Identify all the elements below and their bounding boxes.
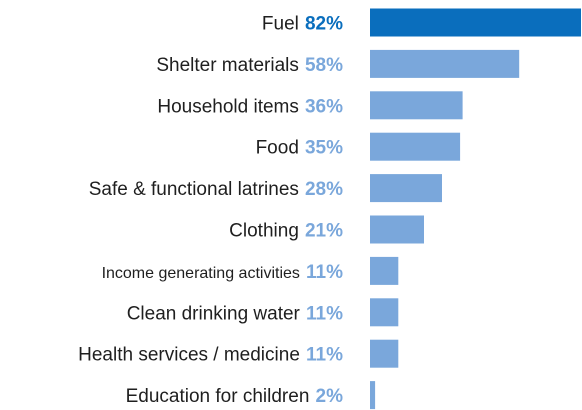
category-label: Shelter materials [156, 55, 299, 76]
bar [370, 174, 442, 203]
value-label: 36% [305, 96, 343, 117]
value-label: 35% [305, 138, 343, 159]
category-label: Safe & functional latrines [89, 179, 299, 200]
category-label: Health services / medicine [78, 345, 300, 366]
bar [370, 49, 520, 78]
bar [370, 8, 581, 37]
value-label: 11% [306, 345, 343, 366]
bar [370, 215, 424, 244]
category-label: Food [256, 138, 299, 159]
bar [370, 91, 463, 120]
value-label: 2% [316, 386, 344, 407]
value-label: 21% [305, 221, 343, 242]
category-label: Household items [157, 96, 299, 117]
category-label: Clothing [229, 221, 299, 242]
value-label: 58% [305, 55, 343, 76]
value-label: 11% [306, 262, 343, 283]
bar [370, 339, 399, 368]
bar [370, 256, 399, 285]
bar [370, 132, 461, 161]
value-label: 28% [305, 179, 343, 200]
category-label: Income generating activities [102, 265, 300, 282]
bar [370, 381, 376, 410]
category-label: Clean drinking water [127, 303, 301, 324]
category-label: Education for children [126, 386, 310, 407]
value-label: 11% [306, 303, 343, 324]
value-label: 82% [305, 14, 343, 35]
bar [370, 298, 399, 327]
category-label: Fuel [262, 14, 299, 35]
